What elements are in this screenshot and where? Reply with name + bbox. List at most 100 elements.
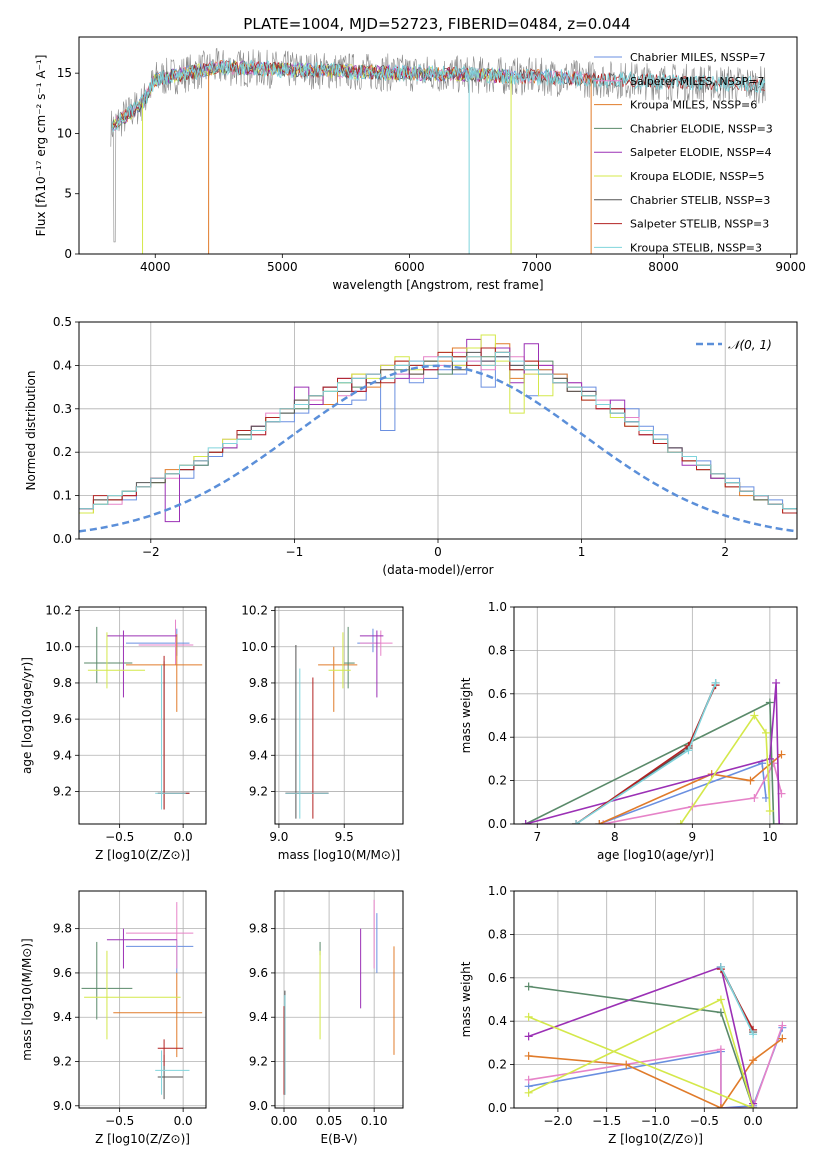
weight-marker: [524, 1075, 533, 1084]
axes-frame: [274, 606, 404, 825]
x-tick-label: −2.0: [543, 1114, 572, 1128]
x-axis-label: E(B-V): [320, 1132, 357, 1146]
figure-title: PLATE=1004, MJD=52723, FIBERID=0484, z=0…: [243, 15, 630, 33]
y-tick-label: 10: [57, 126, 72, 140]
x-tick-label: 5000: [267, 260, 298, 274]
legend-label: Chabrier STELIB, NSSP=3: [630, 194, 770, 207]
z-age-panel: −0.5 0.0 9.2 9.4 9.6 9.8 10.0 10.2 Z [log10(Z/Z⊙…: [20, 604, 207, 862]
y-tick-label: 9.6: [249, 712, 268, 726]
y-tick-label: 9.2: [249, 784, 268, 798]
plot-area: [521, 678, 786, 824]
y-tick-label: 15: [57, 66, 72, 80]
x-tick-label: 6000: [394, 260, 425, 274]
y-tick-label: 9.6: [53, 966, 72, 980]
x-tick-label: 7000: [521, 260, 552, 274]
weight-marker: [778, 1021, 787, 1030]
x-tick-label: 0.05: [316, 1114, 343, 1128]
x-axis-label: age [log10(age/yr)]: [597, 848, 714, 862]
x-tick-label: −1.5: [592, 1114, 621, 1128]
y-tick-label: 9.8: [53, 922, 72, 936]
x-axis-label: Z [log10(Z/Z⊙)]: [95, 1132, 190, 1146]
axes-frame: [513, 606, 798, 825]
x-axis-label: (data-model)/error: [382, 563, 493, 577]
y-tick-label: 0.2: [488, 774, 507, 788]
residuals-panel: −2 −1 0 1 2 0.0 0.1 0.2 0.3 0.4 0.5 (data-model)/er…: [24, 315, 798, 577]
weight-marker: [711, 678, 720, 687]
weight-marker: [622, 1060, 631, 1069]
plot-area: [110, 47, 766, 254]
x-tick-label: 0.10: [361, 1114, 388, 1128]
weight-marker: [716, 1104, 725, 1108]
histogram-step: [79, 356, 797, 514]
axes-frame: [78, 890, 207, 1109]
x-tick-label: 8000: [648, 260, 679, 274]
histogram-step: [79, 351, 797, 514]
weight-marker: [595, 820, 604, 824]
x-tick-label: 9.5: [335, 830, 354, 844]
x-tick-label: 1: [578, 545, 586, 559]
x-tick-label: 10: [762, 830, 777, 844]
y-tick-label: 9.0: [249, 1099, 268, 1113]
weight-marker: [524, 1088, 533, 1097]
weight-marker: [716, 1008, 725, 1017]
weight-marker: [765, 698, 774, 707]
weight-marker: [772, 678, 781, 687]
plot-area: [524, 962, 787, 1108]
y-tick-label: 0.6: [488, 687, 507, 701]
x-tick-label: −0.5: [105, 830, 134, 844]
x-axis-label: wavelength [Angstrom, rest frame]: [332, 278, 543, 292]
histogram-step: [79, 347, 797, 518]
weight-line: [528, 1025, 784, 1108]
x-tick-label: −1.0: [641, 1114, 670, 1128]
x-tick-label: 2: [721, 545, 729, 559]
histogram-step: [79, 351, 797, 518]
y-tick-label: 5: [64, 187, 72, 201]
weight-line: [598, 753, 783, 824]
x-axis-label: Z [log10(Z/Z⊙)]: [608, 1132, 703, 1146]
weight-marker: [599, 820, 608, 824]
y-tick-label: 10.2: [241, 604, 268, 618]
legend-label: Chabrier ELODIE, NSSP=3: [630, 122, 773, 135]
y-tick-label: 9.6: [249, 966, 268, 980]
y-tick-label: 0.4: [488, 1014, 507, 1028]
legend-label: Salpeter ELODIE, NSSP=4: [630, 146, 772, 159]
plot-area: [283, 899, 395, 1095]
weight-marker: [769, 820, 778, 824]
plot-area: [79, 334, 797, 533]
weight-marker: [746, 776, 755, 785]
weight-marker: [524, 982, 533, 991]
weight-line: [720, 966, 754, 1035]
y-tick-label: 9.4: [249, 1010, 268, 1024]
legend-label: Kroupa ELODIE, NSSP=5: [630, 170, 764, 183]
y-tick-label: 0.0: [488, 1101, 507, 1115]
weight-marker: [749, 1030, 758, 1039]
x-tick-label: 0.0: [744, 1114, 763, 1128]
x-tick-label: 0.0: [174, 830, 193, 844]
weight-marker: [778, 1034, 787, 1043]
weight-marker: [750, 711, 759, 720]
y-axis-label: mass weight: [459, 677, 473, 753]
x-axis-label: Z [log10(Z/Z⊙)]: [95, 848, 190, 862]
y-tick-label: 9.4: [53, 748, 72, 762]
y-tick-label: 9.8: [249, 676, 268, 690]
y-tick-label: 0.2: [488, 1058, 507, 1072]
weight-marker: [521, 820, 530, 824]
y-tick-label: 9.2: [249, 1055, 268, 1069]
y-tick-label: 0.8: [488, 643, 507, 657]
x-tick-label: −1: [286, 545, 304, 559]
x-tick-label: 7: [533, 830, 541, 844]
legend-label: Kroupa MILES, NSSP=6: [630, 99, 757, 112]
legend-label: Salpeter MILES, NSSP=7: [630, 75, 764, 88]
x-tick-label: 0.0: [174, 1114, 193, 1128]
y-tick-label: 10.0: [241, 640, 268, 654]
axes-frame: [274, 890, 404, 1109]
z-weight-panel: −2.0 −1.5 −1.0 −0.5 0.0 0.0 0.2 0.4 0.6 0.8 1.0 Z […: [459, 884, 798, 1146]
legend-label: 𝒩(0, 1): [728, 338, 772, 352]
y-tick-label: 9.4: [249, 748, 268, 762]
x-tick-label: −0.5: [690, 1114, 719, 1128]
weight-line: [525, 682, 780, 824]
plot-area: [84, 619, 203, 810]
y-tick-label: 0.2: [53, 445, 72, 459]
weight-marker: [750, 793, 759, 802]
